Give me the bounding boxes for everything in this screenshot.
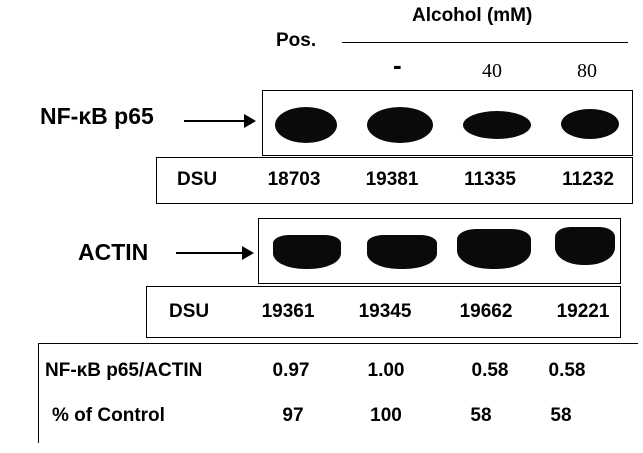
- ratio-value: 0.58: [471, 360, 509, 381]
- nfkb-dsu-value: 11335: [464, 169, 516, 190]
- nfkb-label: NF-κB p65: [40, 103, 154, 129]
- nfkb-band-pos: [275, 107, 337, 143]
- percent-value: 97: [282, 405, 304, 426]
- percent-value: 58: [550, 405, 572, 426]
- treatment-line: [342, 42, 628, 43]
- lane-label-40: 40: [482, 60, 502, 82]
- nfkb-dsu-value: 11232: [562, 169, 614, 190]
- nfkb-band-control: [367, 107, 433, 143]
- summary-top-rule: [38, 343, 638, 344]
- lane-label-control: -: [393, 50, 402, 80]
- actin-band-control: [367, 235, 437, 269]
- nfkb-arrow: [184, 114, 256, 128]
- ratio-value: 1.00: [367, 360, 405, 381]
- actin-blot: [258, 218, 621, 284]
- nfkb-dsu-value: 19381: [365, 169, 419, 190]
- actin-band-80: [555, 227, 615, 265]
- lane-label-80: 80: [577, 60, 597, 82]
- actin-dsu-value: 19221: [556, 301, 610, 322]
- treatment-label: Alcohol (mM): [412, 5, 533, 26]
- ratio-value: 0.58: [548, 360, 586, 381]
- actin-arrow: [176, 246, 254, 260]
- nfkb-band-80: [561, 109, 619, 139]
- nfkb-dsu-label: DSU: [177, 169, 218, 190]
- actin-dsu-label: DSU: [169, 301, 210, 322]
- actin-band-40: [457, 229, 531, 269]
- percent-value: 58: [470, 405, 492, 426]
- actin-dsu-value: 19662: [459, 301, 513, 322]
- ratio-label: NF-κB p65/ACTIN: [45, 360, 203, 381]
- nfkb-band-40: [463, 111, 531, 139]
- percent-label: % of Control: [52, 405, 165, 426]
- percent-value: 100: [370, 405, 402, 426]
- nfkb-dsu-box: [156, 157, 633, 204]
- actin-dsu-value: 19361: [261, 301, 315, 322]
- actin-band-pos: [273, 235, 341, 269]
- actin-label: ACTIN: [78, 239, 149, 265]
- summary-left-rule: [38, 343, 39, 443]
- actin-dsu-value: 19345: [358, 301, 412, 322]
- ratio-value: 0.97: [272, 360, 310, 381]
- actin-dsu-box: [146, 286, 621, 338]
- nfkb-blot: [262, 90, 633, 156]
- nfkb-dsu-value: 18703: [267, 169, 321, 190]
- pos-label: Pos.: [276, 30, 317, 51]
